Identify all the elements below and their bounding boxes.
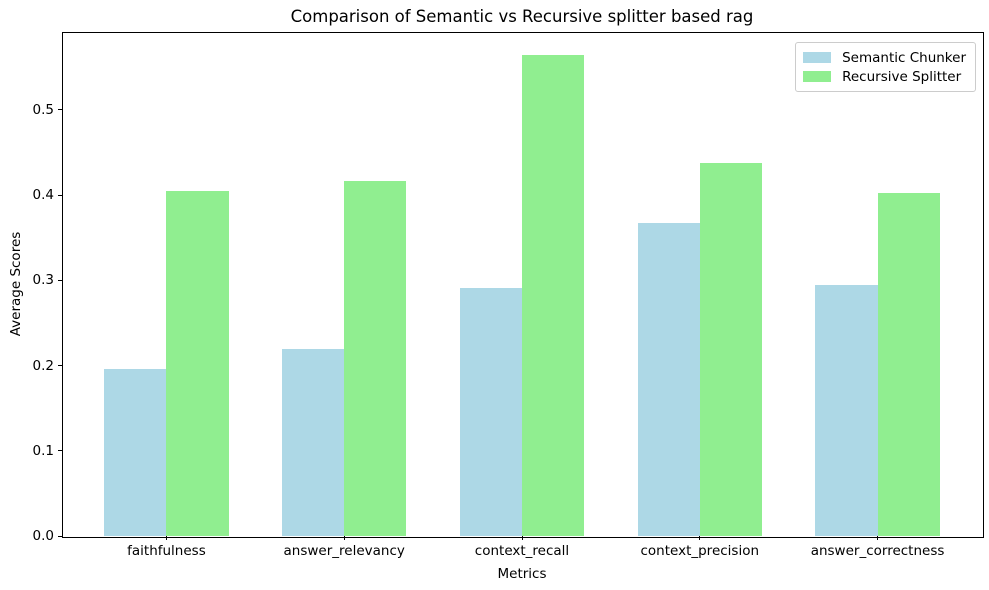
bar-semantic-chunker-context-recall	[459, 288, 522, 536]
bar-recursive-splitter-context-recall	[522, 55, 585, 536]
bar-semantic-chunker-answer-correctness	[815, 285, 878, 536]
y-tick-label: 0.4	[32, 187, 54, 204]
legend-swatch-recursive-splitter-icon	[803, 71, 832, 82]
bar-recursive-splitter-answer-relevancy	[344, 180, 407, 536]
legend-item-semantic-chunker: Semantic Chunker	[803, 48, 966, 67]
y-tick-mark	[58, 279, 62, 281]
y-tick-mark	[58, 450, 62, 452]
y-tick-label: 0.2	[32, 357, 54, 374]
bar-semantic-chunker-answer-relevancy	[282, 349, 345, 536]
x-tick-mark	[521, 536, 523, 540]
bar-semantic-chunker-faithfulness	[104, 368, 167, 536]
bar-recursive-splitter-context-precision	[699, 162, 762, 536]
y-tick-label: 0.5	[32, 101, 54, 118]
x-tick-label-context-recall: context_recall	[474, 543, 570, 559]
y-tick-mark	[58, 109, 62, 111]
x-tick-label-answer-correctness: answer_correctness	[810, 543, 945, 559]
x-tick-mark	[877, 536, 879, 540]
bar-semantic-chunker-context-precision	[637, 223, 700, 536]
bar-recursive-splitter-faithfulness	[166, 190, 229, 536]
x-tick-mark	[343, 536, 345, 540]
y-tick-mark	[58, 535, 62, 537]
x-tick-mark	[699, 536, 701, 540]
x-tick-label-faithfulness: faithfulness	[127, 543, 206, 559]
bar-recursive-splitter-answer-correctness	[877, 192, 940, 536]
legend-label-recursive-splitter: Recursive Splitter	[842, 68, 962, 85]
legend-swatch-semantic-chunker-icon	[803, 52, 832, 63]
legend: Semantic Chunker Recursive Splitter	[795, 42, 976, 92]
x-tick-label-answer-relevancy: answer_relevancy	[283, 543, 405, 559]
x-tick-label-context-precision: context_precision	[640, 543, 760, 559]
legend-label-semantic-chunker: Semantic Chunker	[842, 49, 966, 66]
y-tick-mark	[58, 194, 62, 196]
y-tick-mark	[58, 365, 62, 367]
y-tick-label: 0.1	[32, 442, 54, 459]
y-tick-label: 0.0	[32, 528, 54, 544]
y-tick-label: 0.3	[32, 272, 54, 289]
x-tick-mark	[165, 536, 167, 540]
x-axis-label: Metrics	[497, 566, 547, 582]
chart-title: Comparison of Semantic vs Recursive spli…	[290, 7, 754, 26]
legend-item-recursive-splitter: Recursive Splitter	[803, 67, 966, 86]
